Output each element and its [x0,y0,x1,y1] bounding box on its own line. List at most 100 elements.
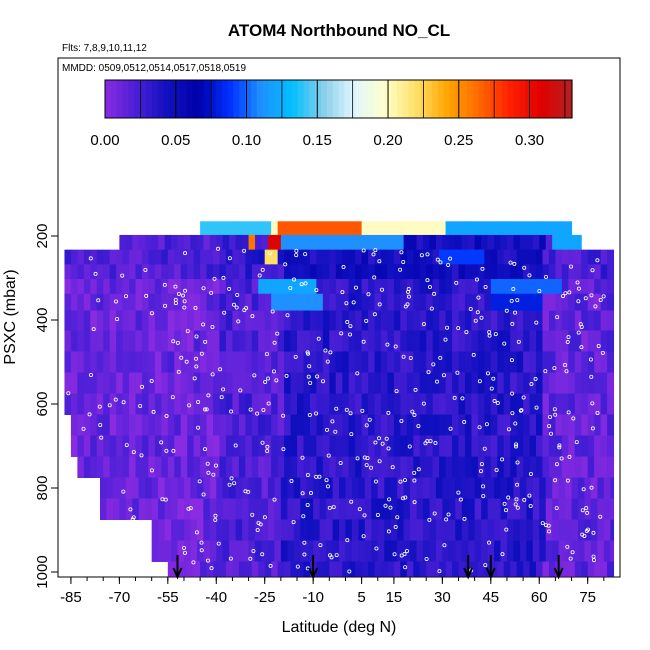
heatmap-cell [587,414,595,436]
heatmap-cell [183,477,191,499]
heatmap-cell [439,435,447,457]
data-point [588,357,593,362]
heatmap-cell [506,477,514,499]
heatmap-cell [225,393,233,415]
heatmap-cell [536,330,543,352]
heatmap-cell [64,293,72,312]
heatmap-cell [355,393,363,415]
heatmap-cell [355,561,363,577]
heatmap-cell [445,351,453,373]
heatmap-cell [406,249,414,265]
heatmap-cell [361,393,369,415]
heatmap-cell [251,249,259,265]
heatmap-cell [429,519,437,541]
data-point [203,339,208,344]
data-point [149,311,154,316]
data-point [97,404,102,409]
heatmap-cell [477,264,485,280]
heatmap-cell [122,372,130,394]
heatmap-cell [342,435,350,457]
heatmap-cell [303,264,311,280]
heatmap-cell [487,519,495,541]
heatmap-cell [284,456,292,478]
data-point [283,262,288,267]
heatmap-cell [70,330,78,352]
heatmap-cell [335,330,343,352]
heatmap-cell [445,561,453,577]
heatmap-cell [458,279,466,295]
data-point [308,491,313,496]
heatmap-cell [439,456,447,478]
data-point [448,426,453,431]
heatmap-cell [419,393,427,415]
heatmap-cell [154,456,162,478]
heatmap-cell [452,561,460,577]
data-point [206,393,211,398]
heatmap-cell [487,498,495,520]
colorbar-tick-label: 0.15 [303,132,332,149]
heatmap-cell [445,414,453,436]
heatmap-cell [251,414,259,436]
heatmap-cell [258,310,266,331]
heatmap-cell [581,372,589,394]
data-point [227,482,232,487]
x-axis: -85 -70 -55 -40 -25 -10 5 15 30 45 60 75 [60,577,605,606]
heatmap-cell [532,477,540,499]
heatmap-cell [135,264,143,280]
heatmap-cell [413,330,421,352]
heatmap-cell [452,372,460,394]
data-point [234,305,239,310]
data-point [124,443,129,448]
heatmap-cell [335,310,343,331]
heatmap-cell [109,372,117,394]
heatmap-cell [135,330,143,352]
heatmap-cell [200,293,208,312]
heatmap-cell [151,540,159,562]
colorbar-segment [461,80,468,118]
data-point [563,363,568,368]
colorbar-tick-label: 0.10 [232,132,261,149]
heatmap-cell [177,234,185,251]
colorbar-segment [163,80,170,118]
heatmap-cell [452,414,460,436]
heatmap-cell [232,372,240,394]
data-point [173,297,178,302]
data-point [347,569,352,574]
heatmap-cell [245,330,253,352]
heatmap-cell [135,249,143,265]
data-point [330,419,335,424]
heatmap-cell [384,540,392,562]
heatmap-cell [261,477,269,499]
data-point [183,251,188,256]
heatmap-cell [548,393,556,415]
heatmap-cell [368,561,376,577]
heatmap-cell [303,435,311,457]
heatmap-cell [90,393,98,415]
heatmap-cell [99,498,107,520]
heatmap-cell [203,519,211,541]
heatmap-cell [422,498,430,520]
heatmap-cell [303,393,311,415]
heatmap-cell [410,540,418,562]
heatmap-cell [148,435,156,457]
data-point [163,303,168,308]
data-point [201,322,206,327]
heatmap-cell [461,477,469,499]
data-point [271,369,276,374]
heatmap-cell [154,351,162,373]
data-point [325,359,330,364]
x-tick-label: -25 [254,589,276,606]
heatmap-cell [471,351,479,373]
heatmap-cell [219,264,227,280]
heatmap-cell [558,540,566,562]
heatmap-cell [77,435,85,457]
data-point [407,444,412,449]
heatmap-cell [141,293,149,312]
heatmap-cell [200,351,208,373]
heatmap-cell [371,519,379,541]
heatmap-cell [397,234,405,251]
heatmap-cell [458,414,466,436]
heatmap-cell [141,249,149,265]
heatmap-cell [429,477,437,499]
heatmap-cell [587,456,595,478]
